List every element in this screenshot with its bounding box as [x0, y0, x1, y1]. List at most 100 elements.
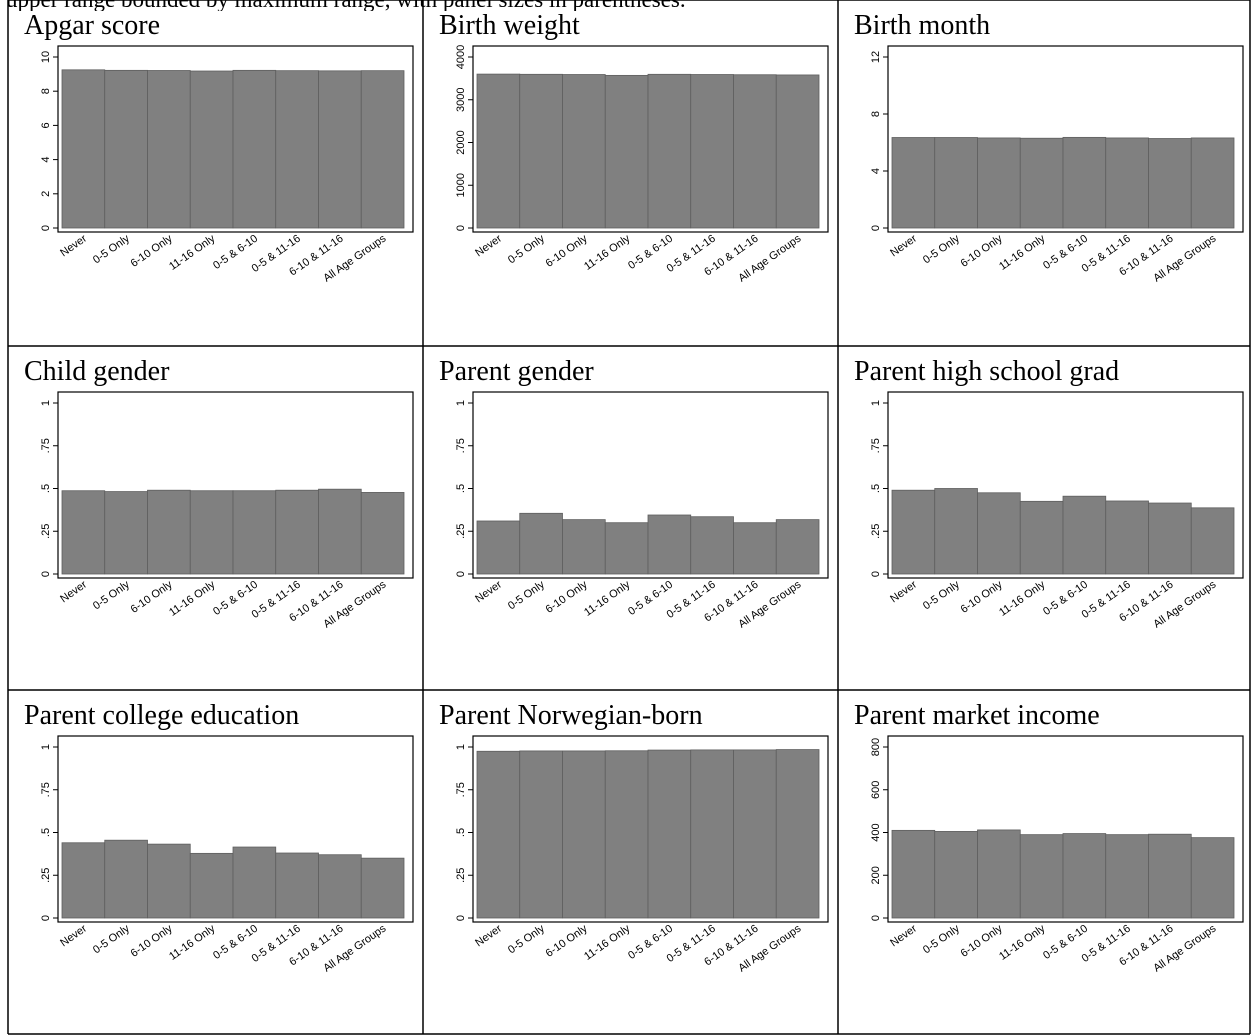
- y-tick-label: .75: [40, 438, 52, 453]
- panel-7: Parent college education 0 .25 .5 .75 1 Never 0…: [24, 700, 414, 975]
- x-tick-label: Never: [888, 232, 919, 259]
- x-tick-label: Never: [58, 922, 89, 949]
- y-tick-label: 12: [870, 51, 882, 63]
- y-tick-label: 4: [870, 168, 882, 174]
- bar-5: [1062, 495, 1107, 575]
- bar-5: [647, 514, 692, 575]
- y-tick-label: 0: [40, 225, 52, 231]
- y-tick-label: .75: [40, 782, 52, 797]
- bar-4: [1019, 500, 1064, 575]
- bar-4: [604, 750, 649, 919]
- page-title: upper range bounded by maximum range, wi…: [6, 0, 1246, 11]
- bar-3: [562, 750, 606, 919]
- x-tick-label: Never: [58, 232, 89, 259]
- y-tick-label: 400: [870, 823, 882, 841]
- panel-title: Parent gender: [439, 356, 594, 387]
- bar-6: [1105, 137, 1149, 229]
- y-tick-label: 200: [870, 866, 882, 884]
- x-tick-label: Never: [888, 922, 919, 949]
- bar-2: [519, 512, 563, 575]
- bar-1: [891, 829, 936, 919]
- bar-7: [318, 854, 362, 919]
- y-tick-label: 4000: [455, 45, 467, 69]
- y-tick-label: 1: [40, 744, 52, 750]
- bar-2: [934, 831, 978, 919]
- y-tick-label: 800: [870, 738, 882, 756]
- bar-2: [519, 750, 563, 919]
- panel-title: Parent high school grad: [854, 356, 1119, 387]
- y-tick-label: .25: [455, 524, 467, 539]
- panel-title: Apgar score: [24, 10, 160, 41]
- y-tick-label: 0: [870, 915, 882, 921]
- y-tick-label: 0: [40, 915, 52, 921]
- bar-1: [476, 750, 521, 919]
- bar-6: [1105, 834, 1149, 919]
- bar-1: [61, 842, 106, 919]
- x-tick-label: 0-5 Only: [506, 922, 547, 956]
- bar-6: [275, 852, 319, 919]
- y-tick-label: 6: [40, 122, 52, 128]
- bar-8: [360, 492, 405, 575]
- bar-6: [1105, 500, 1149, 575]
- bar-5: [232, 490, 277, 575]
- y-tick-label: .25: [455, 868, 467, 883]
- panel-2: Birth weight 0 1000 2000 3000 4000 Never 0-5 On…: [439, 10, 829, 285]
- x-tick-label: 0-5 Only: [506, 232, 547, 266]
- panel-title: Parent Norwegian-born: [439, 700, 703, 731]
- bar-3: [977, 492, 1021, 575]
- x-tick-label: 0-5 Only: [921, 578, 962, 612]
- bar-5: [647, 749, 692, 919]
- y-tick-label: 0: [870, 225, 882, 231]
- y-tick-label: 0: [455, 915, 467, 921]
- y-tick-label: 0: [455, 571, 467, 577]
- bar-7: [733, 74, 777, 229]
- y-tick-label: .5: [455, 484, 467, 493]
- y-tick-label: 1: [455, 400, 467, 406]
- bar-3: [977, 829, 1021, 919]
- x-tick-label: 11-16 Only: [582, 922, 633, 963]
- x-tick-label: Never: [473, 922, 504, 949]
- bar-4: [1019, 834, 1064, 919]
- bar-3: [147, 843, 191, 919]
- y-tick-label: .5: [40, 828, 52, 837]
- x-tick-label: 0-5 Only: [91, 578, 132, 612]
- x-tick-label: 0-5 Only: [506, 578, 547, 612]
- y-tick-label: 1: [870, 400, 882, 406]
- x-tick-label: 0-5 Only: [921, 922, 962, 956]
- y-tick-label: .25: [870, 524, 882, 539]
- x-tick-label: Never: [473, 232, 504, 259]
- y-tick-label: .5: [40, 484, 52, 493]
- bar-1: [891, 137, 936, 229]
- bar-2: [519, 73, 563, 229]
- bar-8: [775, 749, 820, 919]
- bar-4: [189, 490, 234, 575]
- bar-3: [562, 519, 606, 575]
- bar-1: [476, 520, 521, 575]
- bar-1: [891, 489, 936, 575]
- bar-8: [775, 519, 820, 575]
- bar-7: [733, 522, 777, 575]
- y-tick-label: 8: [870, 111, 882, 117]
- bar-6: [275, 70, 319, 229]
- x-tick-label: 11-16 Only: [167, 922, 218, 963]
- bar-2: [104, 839, 148, 919]
- bar-5: [647, 73, 692, 229]
- bar-7: [318, 488, 362, 575]
- x-tick-label: 11-16 Only: [167, 578, 218, 619]
- bar-6: [275, 489, 319, 575]
- bar-7: [1148, 833, 1192, 919]
- bar-5: [1062, 136, 1107, 229]
- panel-title: Birth month: [854, 10, 990, 41]
- y-tick-label: .75: [455, 782, 467, 797]
- bar-4: [1019, 137, 1064, 229]
- x-tick-label: 11-16 Only: [997, 922, 1048, 963]
- bar-6: [690, 749, 734, 919]
- bar-5: [232, 69, 277, 229]
- grid-lines: [7, 0, 1251, 1035]
- bar-7: [1148, 502, 1192, 575]
- y-tick-label: 0: [455, 225, 467, 231]
- y-tick-label: 600: [870, 781, 882, 799]
